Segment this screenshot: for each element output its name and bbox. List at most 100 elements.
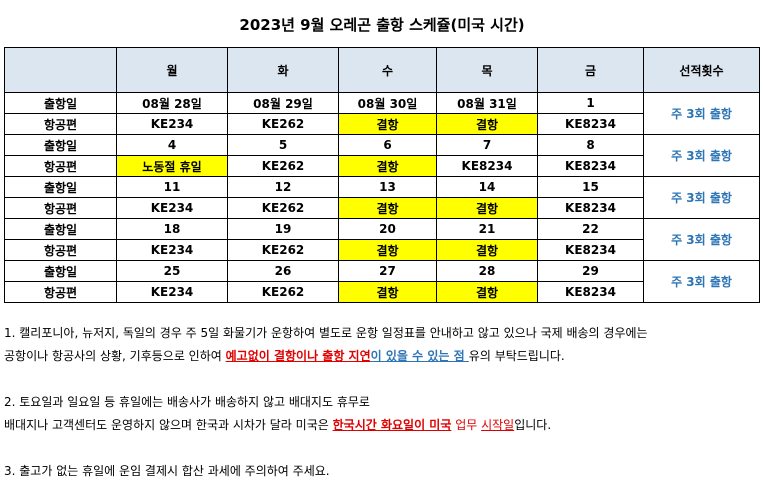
note-1-line-2: 공항이나 항공사의 상황, 기후등으로 인하여 예고없이 결항이나 출항 지연이… [4,345,764,368]
flight-cell: KE234 [116,197,228,219]
flight-cell: 결항 [338,197,437,219]
note-2-text-end: 입니다. [514,418,552,432]
flight-cell: 결항 [338,113,437,135]
row-label-flight: 항공편 [4,155,117,177]
note-1-warning-red: 예고없이 결항이나 출항 지연 [225,349,371,363]
shipment-count-cell: 주 3회 출항 [643,92,760,135]
flight-cell: KE234 [116,239,228,261]
flight-cell: KE8234 [537,113,644,135]
flight-cell: KE262 [227,197,339,219]
note-3: 3. 출고가 없는 휴일에 운임 결제시 합산 과세에 주의하여 주세요. [4,464,330,478]
flight-row: 항공편 KE234 KE262 결항 결항 KE8234 [4,113,760,135]
flight-cell: KE262 [227,239,339,261]
flight-cell: 결항 [338,281,437,303]
flight-row: 항공편 KE234 KE262 결항 결항 KE8234 [4,239,760,261]
date-cell: 1 [537,92,644,114]
date-cell: 18 [116,218,228,240]
header-cell-thu: 목 [436,47,538,93]
date-cell: 08월 30일 [338,92,437,114]
date-cell: 08월 31일 [436,92,538,114]
table-body: 출항일 08월 28일 08월 29일 08월 30일 08월 31일 1 주 3회 출항 항… [4,92,760,303]
flight-cell: KE262 [227,113,339,135]
flight-cell: 결항 [436,281,538,303]
flight-cell: KE234 [116,281,228,303]
row-label-date: 출항일 [4,176,117,198]
header-cell-blank [4,47,117,93]
date-cell: 7 [436,134,538,156]
shipment-count-cell: 주 3회 출항 [643,176,760,219]
note-1-text-a: 공항이나 항공사의 상황, 기후등으로 인하여 [4,349,226,363]
flight-cell: 결항 [338,239,437,261]
date-cell: 26 [227,260,339,282]
date-cell: 14 [436,176,538,198]
row-label-flight: 항공편 [4,281,117,303]
date-cell: 19 [227,218,339,240]
date-cell: 28 [436,260,538,282]
row-label-flight: 항공편 [4,197,117,219]
header-cell-wed: 수 [338,47,437,93]
row-label-date: 출항일 [4,134,117,156]
row-label-date: 출항일 [4,260,117,282]
note-1-text-end: 유의 부탁드립니다. [468,349,565,363]
date-cell: 08월 29일 [227,92,339,114]
date-row: 출항일 18 19 20 21 22 주 3회 출항 [4,218,760,261]
shipment-count-cell: 주 3회 출항 [643,218,760,261]
flight-row: 항공편 KE234 KE262 결항 결항 KE8234 [4,197,760,219]
note-2-text-a: 배대지나 고객센터도 운영하지 않으며 한국과 시차가 달라 미국은 [4,418,333,432]
flight-cell: KE8234 [537,239,644,261]
date-cell: 15 [537,176,644,198]
flight-cell: 노동절 휴일 [116,155,228,177]
flight-row: 항공편 KE234 KE262 결항 결항 KE8234 [4,281,760,303]
note-2-text-b: 업무 [451,418,482,432]
header-cell-tue: 화 [227,47,339,93]
shipping-schedule-table: 월 화 수 목 금 선적횟수 출항일 08월 28일 08월 29일 08월 30일 0… [4,47,760,303]
flight-cell: KE8234 [436,155,538,177]
header-cell-mon: 월 [116,47,228,93]
flight-cell: KE262 [227,281,339,303]
date-cell: 6 [338,134,437,156]
date-row: 출항일 11 12 13 14 15 주 3회 출항 [4,176,760,219]
flight-cell: 결항 [436,197,538,219]
date-cell: 4 [116,134,228,156]
flight-cell: KE262 [227,155,339,177]
flight-cell: KE8234 [537,281,644,303]
flight-cell: KE8234 [537,155,644,177]
flight-row: 항공편 노동절 휴일 KE262 결항 KE8234 KE8234 [4,155,760,177]
note-2-start-day: 시작일 [481,418,515,432]
flight-cell: 결항 [436,239,538,261]
date-cell: 21 [436,218,538,240]
header-cell-count: 선적횟수 [643,47,760,93]
date-cell: 11 [116,176,228,198]
flight-cell: 결항 [338,155,437,177]
row-label-flight: 항공편 [4,113,117,135]
date-cell: 8 [537,134,644,156]
row-label-date: 출항일 [4,218,117,240]
date-cell: 13 [338,176,437,198]
date-cell: 29 [537,260,644,282]
date-cell: 27 [338,260,437,282]
date-cell: 25 [116,260,228,282]
note-2-korea-tuesday: 한국시간 화요일이 미국 [332,418,452,432]
date-row: 출항일 25 26 27 28 29 주 3회 출항 [4,260,760,303]
table-header-row: 월 화 수 목 금 선적횟수 [4,47,760,93]
note-2-line-1: 2. 토요일과 일요일 등 휴일에는 배송사가 배송하지 않고 배대지도 휴무로 [4,395,370,409]
flight-cell: KE8234 [537,197,644,219]
date-cell: 12 [227,176,339,198]
header-cell-fri: 금 [537,47,644,93]
shipment-count-cell: 주 3회 출항 [643,260,760,303]
row-label-flight: 항공편 [4,239,117,261]
date-cell: 08월 28일 [116,92,228,114]
notes-section: 1. 캘리포니아, 뉴저지, 독일의 경우 주 5일 화물기가 운항하여 별도로… [4,322,764,483]
note-1-warning-blue: 이 있을 수 있는 점 [370,349,469,363]
date-row: 출항일 08월 28일 08월 29일 08월 30일 08월 31일 1 주 3회 출항 [4,92,760,135]
date-cell: 22 [537,218,644,240]
note-2-line-2: 배대지나 고객센터도 운영하지 않으며 한국과 시차가 달라 미국은 한국시간 … [4,414,764,437]
date-row: 출항일 4 5 6 7 8 주 3회 출항 [4,134,760,177]
row-label-date: 출항일 [4,92,117,114]
note-1-line-1: 1. 캘리포니아, 뉴저지, 독일의 경우 주 5일 화물기가 운항하여 별도로… [4,326,648,340]
page-title: 2023년 9월 오레곤 출항 스케쥴(미국 시간) [239,16,525,34]
shipment-count-cell: 주 3회 출항 [643,134,760,177]
flight-cell: KE234 [116,113,228,135]
date-cell: 20 [338,218,437,240]
flight-cell: 결항 [436,113,538,135]
